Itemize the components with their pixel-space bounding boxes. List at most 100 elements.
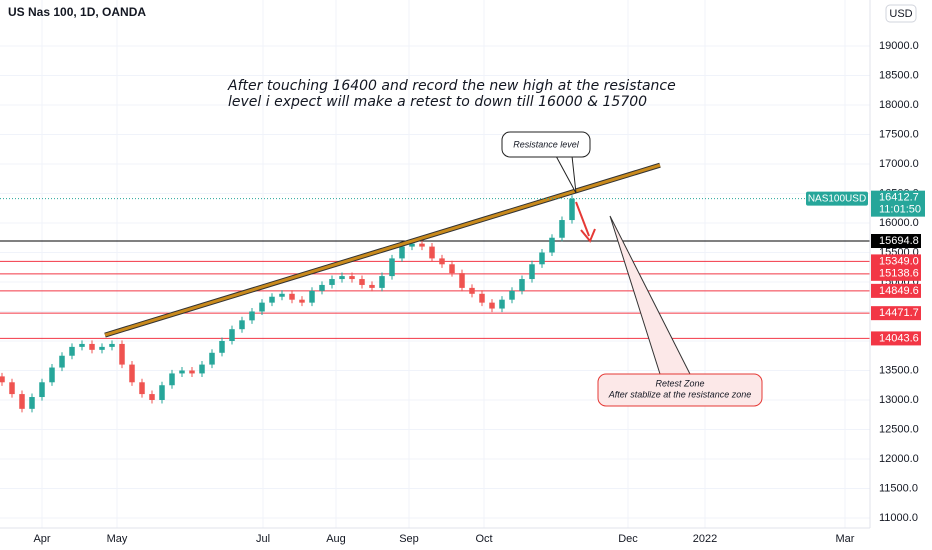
candle-body — [29, 397, 35, 409]
candle-body — [439, 258, 445, 265]
candle-body — [179, 370, 185, 374]
candle-body — [449, 264, 455, 274]
candle-body — [569, 198, 575, 221]
candle-body — [0, 376, 5, 383]
resistance-text: Resistance level — [513, 139, 580, 149]
candle-body — [379, 276, 385, 288]
currency-box — [885, 4, 917, 23]
candle-body — [259, 302, 265, 312]
level-tag — [871, 331, 921, 346]
arrow-head — [580, 228, 596, 243]
candle-body — [239, 320, 245, 330]
countdown: 11:01:50 — [879, 204, 921, 216]
x-tick-label: Sep — [399, 533, 419, 545]
x-tick-label: Apr — [33, 533, 50, 545]
y-tick-label: 13000.0 — [879, 394, 919, 406]
retest-box — [597, 373, 763, 407]
y-tick-label: 12500.0 — [879, 423, 919, 435]
candle-body — [479, 293, 485, 303]
y-tick-label: 16000.0 — [879, 217, 919, 229]
x-tick-label: Aug — [326, 533, 346, 545]
candle-body — [289, 293, 295, 300]
resistance-box — [501, 131, 591, 158]
candle-body — [339, 276, 345, 280]
candle-body — [409, 243, 415, 247]
candle-body — [519, 279, 525, 291]
y-tick-label: 18500.0 — [879, 69, 919, 81]
level-tag — [871, 283, 921, 298]
candle-body — [469, 287, 475, 294]
candle-body — [169, 373, 175, 386]
candle-body — [199, 364, 205, 374]
x-tick-label: 2022 — [693, 533, 717, 545]
price-label: 16412.7 — [879, 192, 919, 204]
candle-body — [149, 394, 155, 400]
x-tick-label: Jul — [256, 533, 270, 545]
candles — [0, 195, 575, 413]
candle-body — [309, 290, 315, 303]
price-tag — [871, 190, 925, 217]
candle-body — [39, 382, 45, 398]
candle-body — [99, 346, 105, 350]
level-tag — [871, 266, 921, 281]
candle-body — [399, 246, 405, 259]
resistance-line — [104, 163, 661, 337]
currency: USD — [889, 8, 912, 20]
candle-body — [159, 385, 165, 400]
y-tick-label: 17500.0 — [879, 128, 919, 140]
candle-body — [269, 296, 275, 303]
y-tick-label: 12000.0 — [879, 453, 919, 465]
candle-body — [429, 246, 435, 259]
candle-body — [539, 252, 545, 265]
candle-body — [299, 299, 305, 303]
candle-body — [9, 382, 15, 395]
candle-body — [369, 284, 375, 288]
callout-pointer — [609, 215, 691, 375]
callout-pointer — [555, 155, 577, 194]
candle-body — [229, 329, 235, 341]
candle-body — [349, 276, 355, 280]
levels — [0, 240, 870, 339]
level-tag — [871, 234, 921, 249]
candle-body — [89, 343, 95, 350]
level-label: 15349.0 — [879, 255, 919, 267]
y-tick-label: 13500.0 — [879, 364, 919, 376]
candle-body — [329, 279, 335, 285]
candle-body — [499, 299, 505, 309]
candle-body — [109, 343, 115, 347]
candle-body — [509, 290, 515, 300]
x-tick-label: May — [107, 533, 128, 545]
arrow — [575, 201, 590, 237]
level-label: 15138.6 — [879, 268, 919, 280]
retest-title: Retest Zone — [655, 378, 704, 388]
candle-body — [119, 343, 125, 365]
symbol-label: NAS100USD — [808, 193, 866, 204]
candle-body — [529, 264, 535, 280]
candle-body — [59, 355, 65, 368]
candle-body — [319, 284, 325, 291]
y-tick-label: 18000.0 — [879, 99, 919, 111]
level-label: 15694.8 — [879, 235, 919, 247]
overlays — [0, 162, 870, 338]
candle-body — [19, 394, 25, 409]
x-tick-label: Mar — [836, 533, 855, 545]
candle-body — [549, 237, 555, 253]
annotation: level i expect will make a retest to dow… — [228, 94, 647, 110]
candle-body — [139, 382, 145, 395]
candle-body — [189, 370, 195, 374]
level-tag — [871, 306, 921, 321]
level-label: 14849.6 — [879, 285, 919, 297]
candle-body — [129, 364, 135, 383]
y-tick-label: 11000.0 — [879, 512, 918, 524]
symbol-tag — [806, 191, 868, 206]
y-tick-label: 17000.0 — [879, 158, 919, 170]
candle-body — [49, 367, 55, 383]
level-tag — [871, 254, 921, 269]
candle-body — [209, 352, 215, 365]
level-label: 14043.6 — [879, 332, 919, 344]
x-tick-label: Dec — [618, 533, 638, 545]
x-tick-label: Oct — [475, 533, 492, 545]
y-tick-label: 19000.0 — [879, 40, 919, 52]
